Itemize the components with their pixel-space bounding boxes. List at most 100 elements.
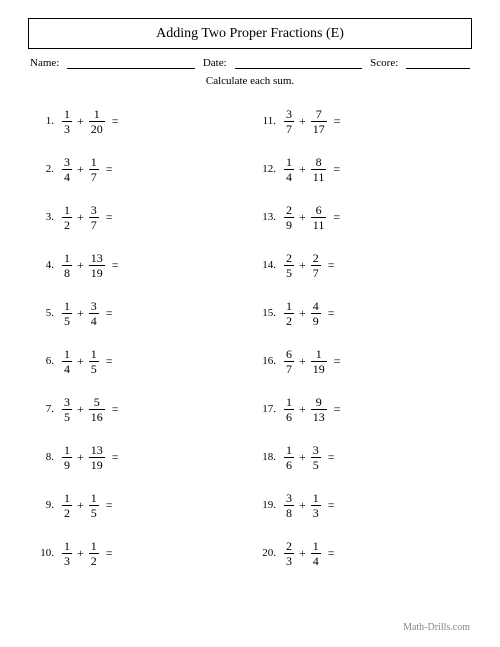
numerator-a: 1 [62,492,72,505]
fraction-a: 1 3 [62,540,72,567]
worksheet-title: Adding Two Proper Fractions (E) [156,26,344,41]
equals-sign: = [327,114,341,129]
problem-row: 7. 3 5 + 5 16 = [28,385,250,433]
fraction-a: 2 5 [284,252,294,279]
denominator-b: 4 [311,553,321,567]
problem-number: 4. [28,259,62,271]
fraction-a: 3 8 [284,492,294,519]
fraction-b: 3 4 [89,300,99,327]
plus-operator: + [294,306,311,321]
plus-operator: + [294,354,311,369]
denominator-b: 7 [311,265,321,279]
problem-row: 15. 1 2 + 4 9 = [250,289,472,337]
denominator-b: 17 [311,121,327,135]
fraction-a: 1 3 [62,108,72,135]
numerator-a: 3 [284,492,294,505]
expression: 1 3 + 1 2 = [62,540,113,567]
problem-row: 4. 1 8 + 13 19 = [28,241,250,289]
problem-number: 17. [250,403,284,415]
plus-operator: + [294,258,311,273]
equals-sign: = [99,210,113,225]
instruction-text: Calculate each sum. [28,75,472,87]
expression: 2 3 + 1 4 = [284,540,335,567]
plus-operator: + [72,258,89,273]
denominator-b: 20 [89,121,105,135]
problem-number: 19. [250,499,284,511]
problem-row: 12. 1 4 + 8 11 = [250,145,472,193]
plus-operator: + [294,162,311,177]
equals-sign: = [99,498,113,513]
problem-row: 9. 1 2 + 1 5 = [28,481,250,529]
fraction-a: 1 4 [284,156,294,183]
numerator-a: 1 [284,444,294,457]
equals-sign: = [105,450,119,465]
denominator-a: 9 [62,457,72,471]
score-input-line[interactable] [406,57,470,69]
denominator-b: 7 [89,169,99,183]
denominator-b: 7 [89,217,99,231]
problem-number: 16. [250,355,284,367]
denominator-b: 13 [311,409,327,423]
name-input-line[interactable] [67,57,195,69]
expression: 1 4 + 8 11 = [284,156,340,183]
problem-row: 2. 3 4 + 1 7 = [28,145,250,193]
denominator-b: 19 [311,361,327,375]
fraction-b: 1 7 [89,156,99,183]
fraction-a: 3 5 [62,396,72,423]
numerator-a: 6 [284,348,294,361]
equals-sign: = [326,210,340,225]
numerator-b: 3 [89,300,99,313]
problem-number: 10. [28,547,62,559]
problem-number: 15. [250,307,284,319]
problem-number: 14. [250,259,284,271]
denominator-a: 5 [284,265,294,279]
numerator-a: 1 [62,252,72,265]
fraction-b: 13 19 [89,444,105,471]
denominator-b: 5 [89,361,99,375]
expression: 1 8 + 13 19 = [62,252,119,279]
fraction-a: 1 5 [62,300,72,327]
fraction-b: 3 5 [311,444,321,471]
denominator-a: 5 [62,313,72,327]
fraction-a: 1 4 [62,348,72,375]
denominator-b: 4 [89,313,99,327]
numerator-a: 1 [62,540,72,553]
name-label: Name: [30,57,59,69]
plus-operator: + [72,354,89,369]
expression: 1 5 + 3 4 = [62,300,113,327]
problem-number: 7. [28,403,62,415]
plus-operator: + [294,402,311,417]
problem-row: 11. 3 7 + 7 17 = [250,97,472,145]
plus-operator: + [72,306,89,321]
problem-row: 6. 1 4 + 1 5 = [28,337,250,385]
numerator-a: 2 [284,252,294,265]
fraction-a: 2 9 [284,204,294,231]
numerator-b: 3 [311,444,321,457]
expression: 1 6 + 3 5 = [284,444,335,471]
fraction-b: 5 16 [89,396,105,423]
problem-row: 13. 2 9 + 6 11 = [250,193,472,241]
problem-number: 20. [250,547,284,559]
denominator-a: 3 [62,553,72,567]
denominator-a: 8 [62,265,72,279]
denominator-b: 5 [311,457,321,471]
denominator-b: 5 [89,505,99,519]
denominator-a: 2 [62,505,72,519]
denominator-b: 11 [311,217,327,231]
fraction-b: 1 19 [311,348,327,375]
numerator-b: 7 [314,108,324,121]
plus-operator: + [294,498,311,513]
problem-number: 9. [28,499,62,511]
denominator-a: 4 [284,169,294,183]
problem-row: 8. 1 9 + 13 19 = [28,433,250,481]
equals-sign: = [321,258,335,273]
fraction-b: 1 5 [89,492,99,519]
fraction-a: 6 7 [284,348,294,375]
equals-sign: = [321,306,335,321]
expression: 1 6 + 9 13 = [284,396,341,423]
date-input-line[interactable] [235,57,363,69]
numerator-b: 1 [92,108,102,121]
problem-row: 20. 2 3 + 1 4 = [250,529,472,577]
fraction-a: 1 2 [284,300,294,327]
fraction-b: 8 11 [311,156,327,183]
